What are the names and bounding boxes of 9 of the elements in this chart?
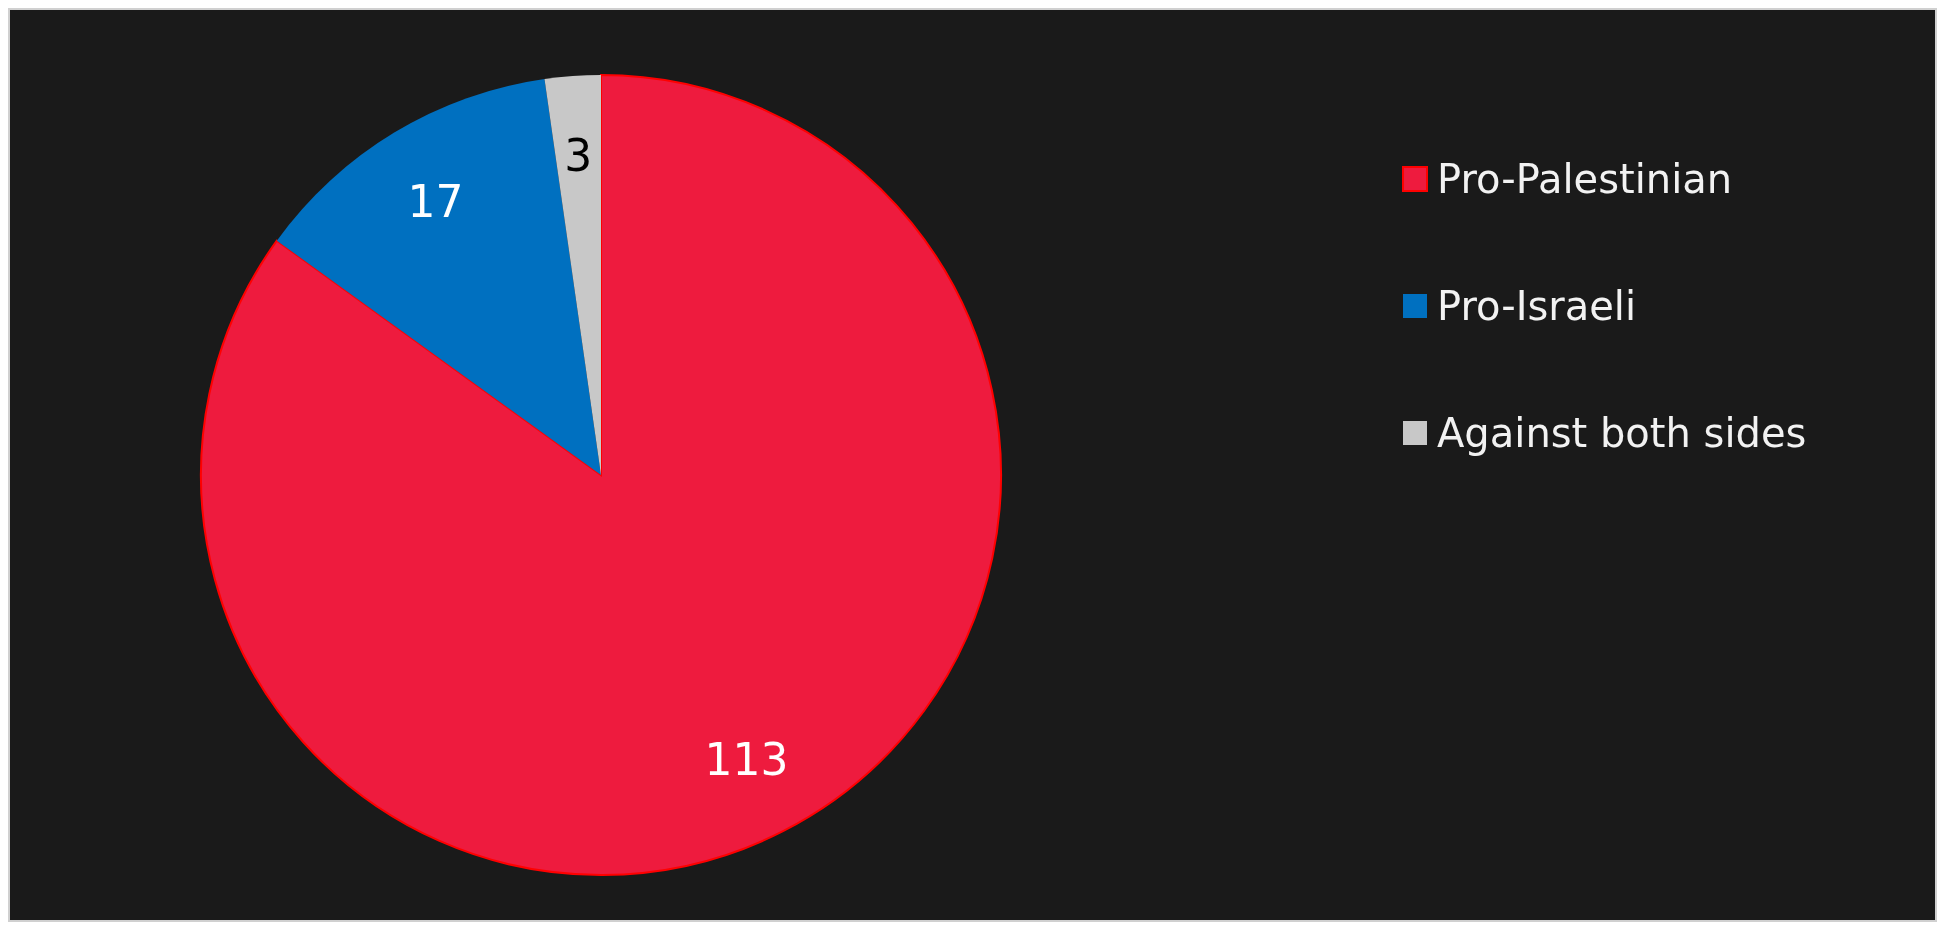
data-label: 17: [407, 175, 464, 227]
legend-label: Pro-Israeli: [1437, 283, 1637, 329]
legend-label: Pro-Palestinian: [1437, 156, 1733, 202]
pie-slice: [200, 74, 1002, 876]
pie-slice: [276, 79, 601, 475]
data-label: 3: [564, 130, 593, 182]
legend-label: Against both sides: [1437, 410, 1807, 456]
data-label: 113: [704, 734, 789, 786]
pie-slice: [544, 75, 601, 475]
